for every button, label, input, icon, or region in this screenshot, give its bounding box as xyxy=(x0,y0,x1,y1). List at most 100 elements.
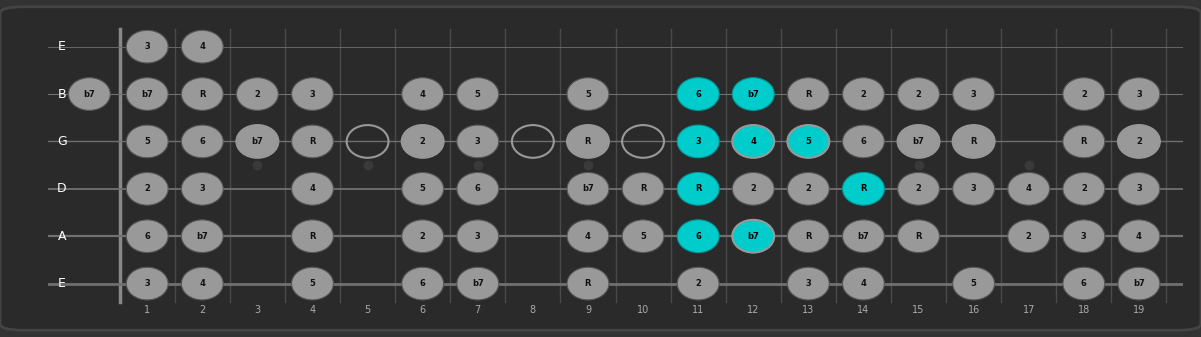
Ellipse shape xyxy=(1118,78,1160,111)
Text: b7: b7 xyxy=(1133,279,1145,288)
Text: 2: 2 xyxy=(1081,184,1087,193)
Ellipse shape xyxy=(126,30,168,63)
Ellipse shape xyxy=(677,267,719,300)
Text: 12: 12 xyxy=(747,305,759,315)
Ellipse shape xyxy=(181,30,223,63)
Ellipse shape xyxy=(402,173,443,205)
Text: 2: 2 xyxy=(915,184,921,193)
Ellipse shape xyxy=(181,267,223,300)
Ellipse shape xyxy=(1063,267,1105,300)
Ellipse shape xyxy=(456,125,498,158)
Ellipse shape xyxy=(843,78,884,111)
Text: b7: b7 xyxy=(84,90,95,98)
Ellipse shape xyxy=(1008,220,1050,252)
Ellipse shape xyxy=(843,267,884,300)
Text: 4: 4 xyxy=(419,90,425,98)
Text: 5: 5 xyxy=(585,90,591,98)
Text: 6: 6 xyxy=(419,305,425,315)
Text: b7: b7 xyxy=(747,232,759,241)
Text: 10: 10 xyxy=(637,305,650,315)
Text: 3: 3 xyxy=(970,184,976,193)
Text: 5: 5 xyxy=(640,232,646,241)
Text: 8: 8 xyxy=(530,305,536,315)
Text: 4: 4 xyxy=(1026,184,1032,193)
Ellipse shape xyxy=(788,78,829,111)
Ellipse shape xyxy=(952,267,994,300)
Ellipse shape xyxy=(788,220,829,252)
Text: 6: 6 xyxy=(860,137,866,146)
Ellipse shape xyxy=(1118,220,1160,252)
Ellipse shape xyxy=(126,173,168,205)
Text: R: R xyxy=(970,137,976,146)
Text: 2: 2 xyxy=(199,305,205,315)
Text: b7: b7 xyxy=(913,137,925,146)
Ellipse shape xyxy=(181,173,223,205)
Text: 4: 4 xyxy=(310,184,316,193)
Ellipse shape xyxy=(788,173,829,205)
Ellipse shape xyxy=(897,173,939,205)
Ellipse shape xyxy=(952,173,994,205)
Text: 6: 6 xyxy=(474,184,480,193)
Text: 2: 2 xyxy=(860,90,866,98)
Ellipse shape xyxy=(622,220,664,252)
Ellipse shape xyxy=(126,78,168,111)
Ellipse shape xyxy=(456,267,498,300)
Ellipse shape xyxy=(843,125,884,158)
Text: b7: b7 xyxy=(582,184,593,193)
Ellipse shape xyxy=(292,125,334,158)
Text: b7: b7 xyxy=(472,279,484,288)
Text: b7: b7 xyxy=(142,90,153,98)
Ellipse shape xyxy=(677,78,719,111)
Text: R: R xyxy=(640,184,646,193)
Text: 1: 1 xyxy=(144,305,150,315)
Text: 7: 7 xyxy=(474,305,480,315)
Ellipse shape xyxy=(677,125,719,158)
Ellipse shape xyxy=(1063,220,1105,252)
Ellipse shape xyxy=(181,125,223,158)
Ellipse shape xyxy=(456,78,498,111)
Text: 2: 2 xyxy=(1026,232,1032,241)
Ellipse shape xyxy=(237,125,279,158)
Text: 5: 5 xyxy=(364,305,371,315)
Text: 3: 3 xyxy=(695,137,701,146)
Text: 4: 4 xyxy=(751,137,757,146)
Text: 13: 13 xyxy=(802,305,814,315)
Text: A: A xyxy=(58,230,66,243)
Text: R: R xyxy=(199,90,205,98)
Text: 14: 14 xyxy=(858,305,870,315)
Text: G: G xyxy=(56,135,67,148)
Ellipse shape xyxy=(402,267,443,300)
Text: 3: 3 xyxy=(474,232,480,241)
Text: 4: 4 xyxy=(1136,232,1142,241)
Ellipse shape xyxy=(843,220,884,252)
Ellipse shape xyxy=(402,220,443,252)
Text: 6: 6 xyxy=(1081,279,1087,288)
Ellipse shape xyxy=(181,78,223,111)
Text: E: E xyxy=(58,277,66,290)
Text: 2: 2 xyxy=(751,184,757,193)
Text: B: B xyxy=(58,88,66,100)
Ellipse shape xyxy=(456,220,498,252)
Text: 3: 3 xyxy=(199,184,205,193)
Text: 6: 6 xyxy=(199,137,205,146)
Text: 15: 15 xyxy=(913,305,925,315)
Ellipse shape xyxy=(733,78,775,111)
Text: 2: 2 xyxy=(419,232,425,241)
Text: 2: 2 xyxy=(695,279,701,288)
Ellipse shape xyxy=(843,173,884,205)
Text: 2: 2 xyxy=(419,137,425,146)
Text: 4: 4 xyxy=(199,42,205,51)
Text: 2: 2 xyxy=(144,184,150,193)
Text: R: R xyxy=(915,232,922,241)
Ellipse shape xyxy=(181,220,223,252)
Ellipse shape xyxy=(567,78,609,111)
Ellipse shape xyxy=(1008,173,1050,205)
Ellipse shape xyxy=(1118,125,1160,158)
Text: E: E xyxy=(58,40,66,53)
Text: R: R xyxy=(309,137,316,146)
Text: 4: 4 xyxy=(585,232,591,241)
Ellipse shape xyxy=(1063,125,1105,158)
Text: R: R xyxy=(860,184,867,193)
Text: R: R xyxy=(805,90,812,98)
Text: 3: 3 xyxy=(1136,184,1142,193)
